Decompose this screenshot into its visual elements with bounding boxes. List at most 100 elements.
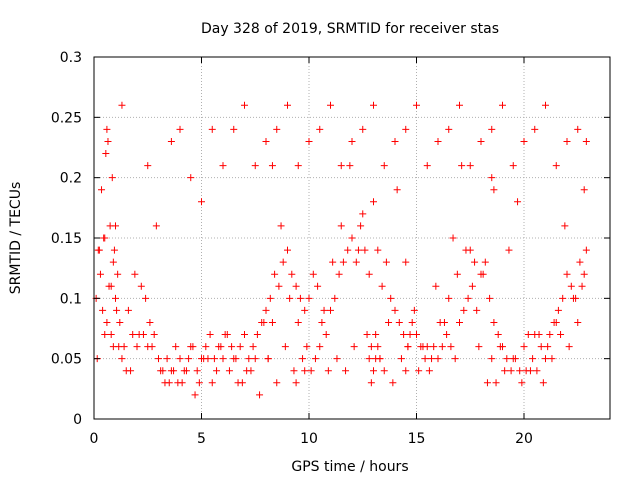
data-point xyxy=(578,282,586,290)
x-axis-label: GPS time / hours xyxy=(291,459,408,475)
data-point xyxy=(370,367,377,375)
data-point xyxy=(290,367,298,375)
data-point xyxy=(582,246,590,254)
data-point xyxy=(225,367,233,375)
data-point xyxy=(219,162,227,170)
data-point xyxy=(350,343,358,351)
data-point xyxy=(102,150,110,158)
data-point xyxy=(324,367,332,375)
data-point xyxy=(256,391,264,399)
data-point xyxy=(372,331,380,339)
chart-title: Day 328 of 2019, SRMTID for receiver sta… xyxy=(201,21,499,37)
axis-ticks: 0 5 10 15 20 0 0.05 0.1 0.15 0.2 0.25 0.3 xyxy=(51,50,610,447)
data-point xyxy=(522,367,530,375)
data-point xyxy=(251,162,259,170)
data-point xyxy=(507,367,515,375)
data-point xyxy=(445,125,453,133)
data-point xyxy=(253,331,261,339)
data-point xyxy=(305,137,313,145)
data-point xyxy=(230,125,238,133)
data-point xyxy=(303,343,311,351)
data-point xyxy=(114,270,122,278)
data-point xyxy=(96,270,104,278)
data-point xyxy=(352,258,360,266)
data-point xyxy=(488,174,496,182)
data-point xyxy=(393,186,401,194)
data-point xyxy=(475,343,483,351)
data-point xyxy=(116,318,124,326)
data-point xyxy=(432,282,440,290)
x-tick-label: 15 xyxy=(408,431,426,447)
data-point xyxy=(191,391,199,399)
data-point xyxy=(264,355,272,363)
data-point xyxy=(370,198,377,206)
data-point xyxy=(494,331,502,339)
data-point xyxy=(561,222,569,230)
data-point xyxy=(542,101,549,109)
data-point xyxy=(305,294,313,302)
data-point xyxy=(378,282,386,290)
data-point xyxy=(367,379,375,387)
data-point xyxy=(354,246,362,254)
data-point xyxy=(219,355,227,363)
y-axis-label: SRMTID / TECUs xyxy=(8,182,24,295)
data-point xyxy=(129,331,137,339)
data-point xyxy=(260,318,268,326)
data-point xyxy=(135,331,143,339)
data-point xyxy=(108,174,116,182)
data-point xyxy=(458,162,466,170)
data-point xyxy=(320,306,328,314)
data-point xyxy=(107,282,115,290)
data-point xyxy=(275,282,283,290)
data-point xyxy=(490,186,498,194)
data-point xyxy=(582,137,590,145)
data-point xyxy=(301,306,309,314)
data-point xyxy=(294,318,302,326)
data-point xyxy=(198,198,205,206)
data-point xyxy=(322,331,330,339)
data-point xyxy=(400,331,408,339)
data-point xyxy=(477,137,485,145)
data-point xyxy=(335,270,343,278)
data-point xyxy=(178,379,186,387)
data-point xyxy=(279,258,287,266)
data-point xyxy=(434,355,442,363)
x-tick-label: 20 xyxy=(515,431,533,447)
data-point xyxy=(316,125,324,133)
data-point xyxy=(492,379,500,387)
data-point xyxy=(249,343,257,351)
data-point xyxy=(576,258,584,266)
data-point xyxy=(301,367,309,375)
data-point xyxy=(370,101,377,109)
data-point xyxy=(456,318,463,326)
data-point xyxy=(309,270,317,278)
data-point xyxy=(98,186,106,194)
data-point xyxy=(380,162,388,170)
data-point xyxy=(501,367,509,375)
data-point xyxy=(374,246,382,254)
data-point xyxy=(449,234,457,242)
data-point xyxy=(163,355,171,363)
data-point xyxy=(533,367,541,375)
data-point xyxy=(380,367,388,375)
data-point xyxy=(473,306,481,314)
data-point xyxy=(453,270,461,278)
data-point xyxy=(247,367,255,375)
y-tick-label: 0.2 xyxy=(60,171,82,187)
data-point xyxy=(464,294,472,302)
data-point xyxy=(318,318,326,326)
data-point xyxy=(161,379,169,387)
data-points xyxy=(92,101,590,399)
data-point xyxy=(539,379,547,387)
data-point xyxy=(101,331,109,339)
data-point xyxy=(208,125,216,133)
data-point xyxy=(193,367,201,375)
data-point xyxy=(402,258,410,266)
data-point xyxy=(361,246,369,254)
data-point xyxy=(339,258,347,266)
data-point xyxy=(268,318,276,326)
data-point xyxy=(574,125,582,133)
data-point xyxy=(524,331,532,339)
data-point xyxy=(423,162,431,170)
